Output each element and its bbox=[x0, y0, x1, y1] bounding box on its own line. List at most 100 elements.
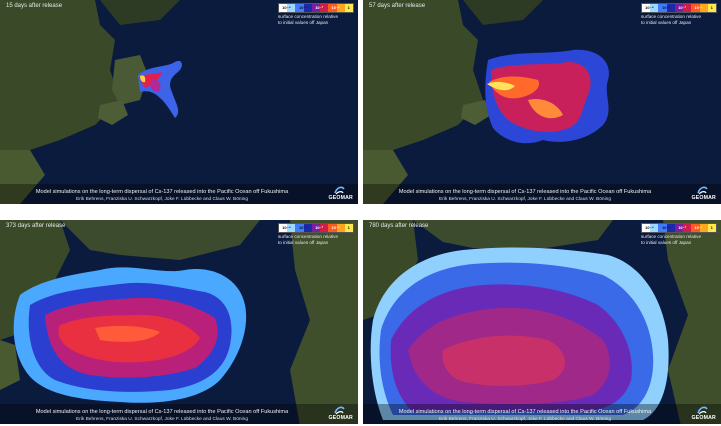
scale-swatch bbox=[666, 224, 675, 232]
color-legend: 10⁻⁴ 10⁻³ 10⁻² 10⁻¹ 1 surface concentrat… bbox=[278, 3, 354, 25]
scale-ticks: 10⁻⁴ 10⁻³ 10⁻² 10⁻¹ 1 bbox=[278, 3, 354, 11]
days-label: 780 days after release bbox=[369, 223, 429, 229]
color-scale bbox=[641, 223, 717, 233]
scale-swatch bbox=[674, 224, 684, 232]
tick-label: 10⁻³ bbox=[298, 224, 307, 230]
scale-swatch bbox=[311, 224, 321, 232]
footer-bar: Model simulations on the long-term dispe… bbox=[363, 184, 721, 204]
scale-swatch bbox=[344, 4, 353, 12]
tick-label: 1 bbox=[710, 224, 713, 230]
scale-swatch bbox=[691, 224, 700, 232]
scale-swatch bbox=[658, 4, 667, 12]
scale-swatch bbox=[707, 4, 716, 12]
scale-swatch bbox=[691, 4, 700, 12]
geomar-swirl-icon bbox=[697, 186, 708, 195]
scale-swatch bbox=[320, 224, 329, 232]
scale-swatch bbox=[344, 224, 353, 232]
tick-label: 10⁻² bbox=[315, 4, 324, 10]
scale-swatch bbox=[279, 224, 288, 232]
tick-label: 10⁻³ bbox=[661, 4, 670, 10]
geomar-logo: GEOMAR bbox=[323, 405, 353, 421]
scale-swatch bbox=[336, 224, 345, 232]
scale-swatch bbox=[674, 4, 684, 12]
scale-swatch bbox=[320, 4, 329, 12]
map-15-days bbox=[0, 0, 358, 204]
legend-line-2: to initial values off Japan bbox=[641, 19, 692, 25]
days-label: 373 days after release bbox=[6, 223, 66, 229]
color-legend: 10⁻⁴ 10⁻³ 10⁻² 10⁻¹ 1 surface concentrat… bbox=[278, 223, 354, 245]
color-scale bbox=[641, 3, 717, 13]
footer-bar: Model simulations on the long-term dispe… bbox=[0, 404, 358, 424]
scale-swatch bbox=[303, 4, 312, 12]
scale-swatch bbox=[642, 4, 651, 12]
color-legend: 10⁻⁴ 10⁻³ 10⁻² 10⁻¹ 1 surface concentrat… bbox=[641, 3, 717, 25]
scale-swatch bbox=[658, 224, 667, 232]
days-label: 57 days after release bbox=[369, 3, 426, 9]
tick-label: 10⁻⁴ bbox=[645, 4, 654, 10]
tick-label: 1 bbox=[347, 4, 350, 10]
tick-label: 10⁻¹ bbox=[694, 4, 703, 10]
color-scale bbox=[278, 3, 354, 13]
caption: Model simulations on the long-term dispe… bbox=[35, 409, 289, 415]
scale-swatch bbox=[295, 224, 304, 232]
panel-57-days: 57 days after release 10⁻⁴ 10⁻³ 10⁻² 10⁻… bbox=[363, 0, 721, 204]
logo-text: GEOMAR bbox=[328, 415, 353, 421]
tick-label: 10⁻³ bbox=[661, 224, 670, 230]
scale-swatch bbox=[303, 224, 312, 232]
scale-swatch bbox=[699, 4, 708, 12]
legend-line-2: to initial values off Japan bbox=[278, 19, 329, 25]
geomar-swirl-icon bbox=[697, 406, 708, 415]
authors: Erik Behrens, Franziska U. Schwarzkopf, … bbox=[76, 197, 248, 202]
scale-swatch bbox=[311, 4, 321, 12]
color-scale bbox=[278, 223, 354, 233]
tick-label: 10⁻⁴ bbox=[282, 4, 291, 10]
tick-label: 10⁻² bbox=[678, 4, 687, 10]
scale-swatch bbox=[707, 224, 716, 232]
geomar-logo: GEOMAR bbox=[686, 405, 716, 421]
legend-line-2: to initial values off Japan bbox=[278, 239, 329, 245]
tick-label: 10⁻³ bbox=[298, 4, 307, 10]
scale-swatch bbox=[328, 4, 337, 12]
map-57-days bbox=[363, 0, 721, 204]
scale-swatch bbox=[650, 4, 659, 12]
footer-bar: Model simulations on the long-term dispe… bbox=[0, 184, 358, 204]
scale-swatch bbox=[287, 224, 296, 232]
footer-bar: Model simulations on the long-term dispe… bbox=[363, 404, 721, 424]
map-780-days bbox=[363, 220, 721, 424]
legend-text: surface concentration relative to initia… bbox=[278, 14, 354, 25]
scale-swatch bbox=[699, 224, 708, 232]
legend-line-1: surface concentration relative bbox=[278, 14, 339, 19]
scale-ticks: 10⁻⁴ 10⁻³ 10⁻² 10⁻¹ 1 bbox=[641, 3, 717, 11]
scale-ticks: 10⁻⁴ 10⁻³ 10⁻² 10⁻¹ 1 bbox=[278, 223, 354, 231]
tick-label: 10⁻² bbox=[678, 224, 687, 230]
scale-swatch bbox=[666, 4, 675, 12]
days-label: 15 days after release bbox=[6, 3, 63, 9]
tick-label: 1 bbox=[347, 224, 350, 230]
legend-text: surface concentration relative to initia… bbox=[641, 234, 717, 245]
legend-text: surface concentration relative to initia… bbox=[278, 234, 354, 245]
scale-swatch bbox=[650, 224, 659, 232]
scale-swatch bbox=[683, 4, 692, 12]
color-legend: 10⁻⁴ 10⁻³ 10⁻² 10⁻¹ 1 surface concentrat… bbox=[641, 223, 717, 245]
tick-label: 10⁻² bbox=[315, 224, 324, 230]
caption: Model simulations on the long-term dispe… bbox=[398, 189, 652, 195]
map-373-days bbox=[0, 220, 358, 424]
tick-label: 10⁻⁴ bbox=[645, 224, 654, 230]
authors: Erik Behrens, Franziska U. Schwarzkopf, … bbox=[439, 197, 611, 202]
logo-text: GEOMAR bbox=[691, 415, 716, 421]
scale-swatch bbox=[287, 4, 296, 12]
geomar-logo: GEOMAR bbox=[323, 185, 353, 201]
geomar-swirl-icon bbox=[334, 406, 345, 415]
geomar-swirl-icon bbox=[334, 186, 345, 195]
scale-swatch bbox=[683, 224, 692, 232]
tick-label: 10⁻¹ bbox=[331, 4, 340, 10]
legend-line-1: surface concentration relative bbox=[641, 234, 702, 239]
legend-line-1: surface concentration relative bbox=[278, 234, 339, 239]
legend-text: surface concentration relative to initia… bbox=[641, 14, 717, 25]
legend-line-1: surface concentration relative bbox=[641, 14, 702, 19]
scale-swatch bbox=[336, 4, 345, 12]
scale-ticks: 10⁻⁴ 10⁻³ 10⁻² 10⁻¹ 1 bbox=[641, 223, 717, 231]
panel-373-days: 373 days after release 10⁻⁴ 10⁻³ 10⁻² 10… bbox=[0, 220, 358, 424]
geomar-logo: GEOMAR bbox=[686, 185, 716, 201]
